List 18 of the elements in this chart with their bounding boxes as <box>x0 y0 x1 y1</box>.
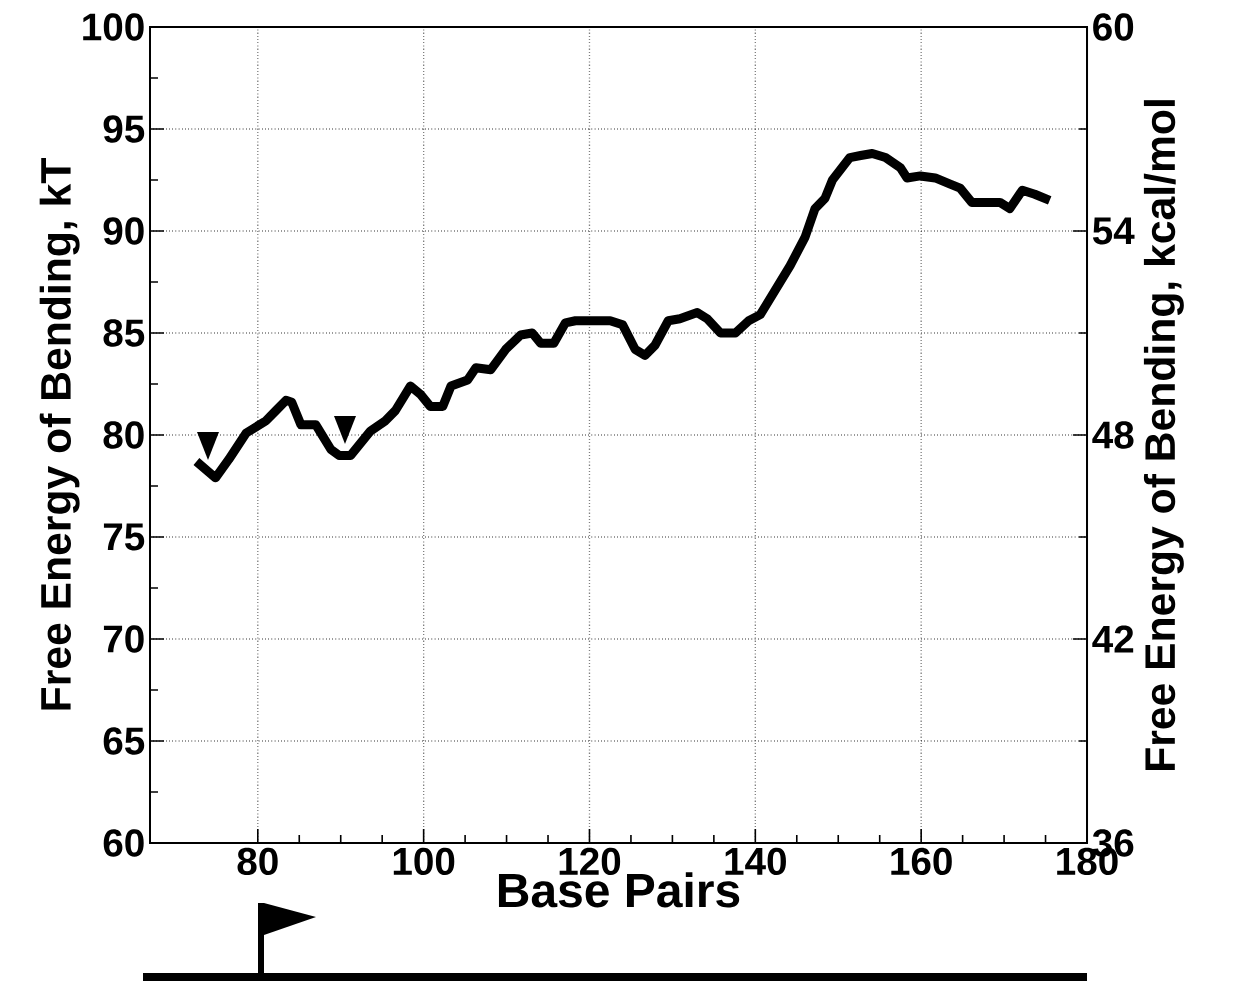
y-tick-label: 85 <box>103 319 145 347</box>
x-tick-label: 160 <box>891 847 952 876</box>
y-tick-label: 70 <box>103 625 144 653</box>
y-tick-label: 90 <box>103 217 144 245</box>
y2-tick-label: 48 <box>1092 421 1134 449</box>
y2-tick-label: 54 <box>1092 217 1135 245</box>
x-tick-label: 100 <box>393 847 455 876</box>
y-tick-label: 100 <box>83 13 144 41</box>
y-tick-label: 80 <box>103 421 144 449</box>
y-tick-label: 65 <box>103 727 145 755</box>
x-tick-label: 80 <box>237 847 278 876</box>
y2-tick-label: 42 <box>1092 625 1134 653</box>
y-tick-label: 60 <box>103 829 144 857</box>
y-axis-title: Free Energy of Bending, kT <box>39 158 80 710</box>
y-tick-label: 75 <box>103 523 145 551</box>
y2-axis-title: Free Energy of Bending, kcal/mol <box>1143 100 1184 771</box>
y2-tick-label: 60 <box>1093 13 1134 41</box>
y-tick-label: 95 <box>103 115 145 143</box>
